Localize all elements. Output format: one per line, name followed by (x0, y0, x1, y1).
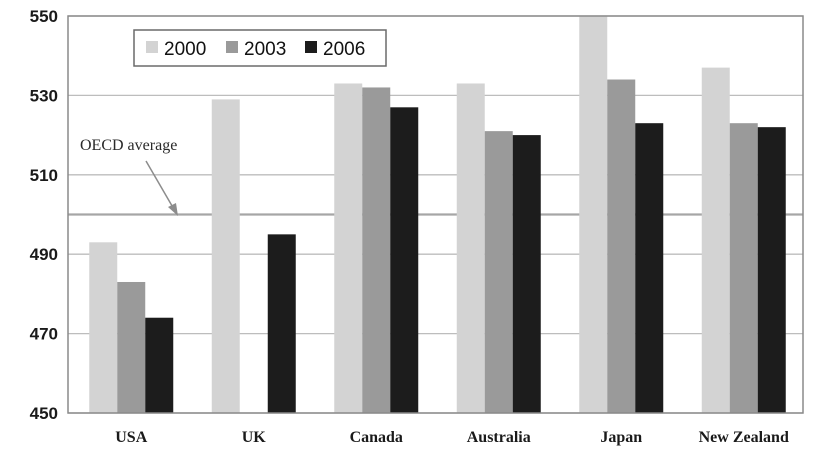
bar-australia-2003 (484, 131, 513, 413)
x-category-label-usa: USA (115, 429, 147, 446)
legend: 2000 2003 2006 (133, 29, 387, 67)
oecd-average-annotation: OECD average (80, 137, 178, 216)
bar-japan-2000 (579, 16, 608, 413)
bar-new-zealand-2003 (729, 123, 758, 413)
bar-usa-2000 (89, 242, 118, 413)
x-category-label-new-zealand: New Zealand (699, 429, 789, 446)
legend-label-2003: 2003 (244, 39, 286, 60)
bar-canada-2003 (362, 87, 391, 414)
legend-swatch-2000 (146, 41, 158, 53)
bar-usa-2006 (145, 317, 174, 413)
y-tick-label-450: 450 (30, 404, 58, 423)
bar-uk-2006 (267, 234, 296, 413)
bars (89, 16, 786, 414)
y-tick-label-510: 510 (30, 166, 58, 185)
legend-swatch-2003 (226, 41, 238, 53)
y-tick-label-470: 470 (30, 325, 58, 344)
plot-frame (67, 15, 804, 414)
y-tick-labels: 450 470 490 510 530 550 (30, 7, 58, 423)
bar-usa-2003 (117, 281, 146, 413)
bar-canada-2006 (390, 107, 419, 413)
y-tick-label-550: 550 (30, 7, 58, 26)
x-category-label-uk: UK (242, 429, 267, 446)
legend-box (133, 29, 387, 67)
y-tick-label-530: 530 (30, 86, 58, 105)
bar-japan-2003 (607, 79, 636, 414)
legend-label-2000: 2000 (164, 39, 206, 60)
oecd-average-arrow-shaft (145, 160, 176, 212)
axes (67, 15, 804, 414)
oecd-average-label: OECD average (80, 137, 177, 154)
x-category-label-australia: Australia (467, 429, 531, 446)
x-category-label-japan: Japan (600, 429, 642, 446)
bar-australia-2000 (456, 83, 485, 414)
bar-new-zealand-2006 (757, 127, 786, 413)
x-category-labels: USA UK Canada Australia Japan New Zealand (115, 429, 789, 446)
oecd-average-arrow-head (168, 203, 178, 216)
y-tick-label-490: 490 (30, 245, 58, 264)
bar-japan-2006 (635, 123, 664, 413)
bar-new-zealand-2000 (701, 67, 730, 414)
legend-label-2006: 2006 (323, 39, 365, 60)
x-category-label-canada: Canada (350, 429, 403, 446)
legend-swatch-2006 (305, 41, 317, 53)
bar-canada-2000 (334, 83, 363, 414)
bar-australia-2006 (512, 135, 541, 413)
bar-uk-2000 (211, 99, 240, 414)
